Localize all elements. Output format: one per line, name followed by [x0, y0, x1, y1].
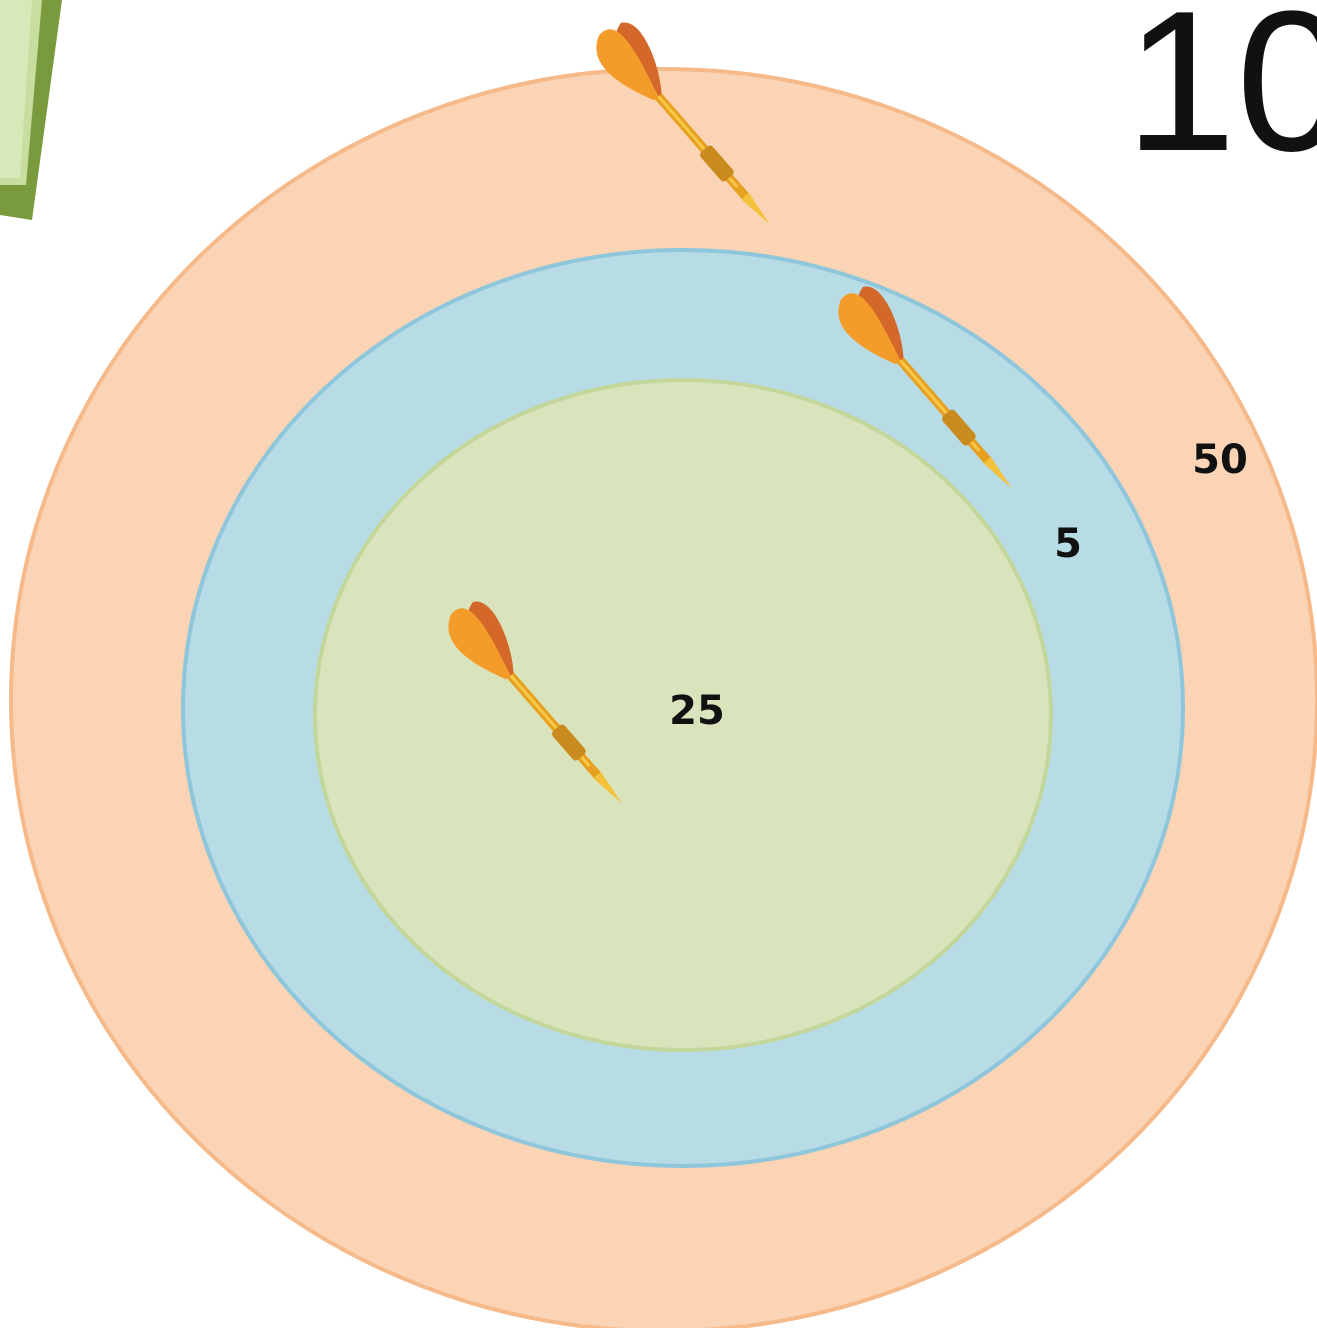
ring-label: 50 — [1192, 437, 1248, 483]
side-panel — [0, 0, 62, 220]
ring-label: 5 — [1054, 521, 1082, 567]
game-scene: 50 5 25 10 — [0, 0, 1317, 1328]
page: {"score": "10", "rings": [{"label": "50"… — [0, 0, 1317, 1328]
dartboard — [11, 69, 1317, 1328]
score: 10 — [1125, 0, 1317, 193]
ring-label: 25 — [669, 688, 725, 734]
